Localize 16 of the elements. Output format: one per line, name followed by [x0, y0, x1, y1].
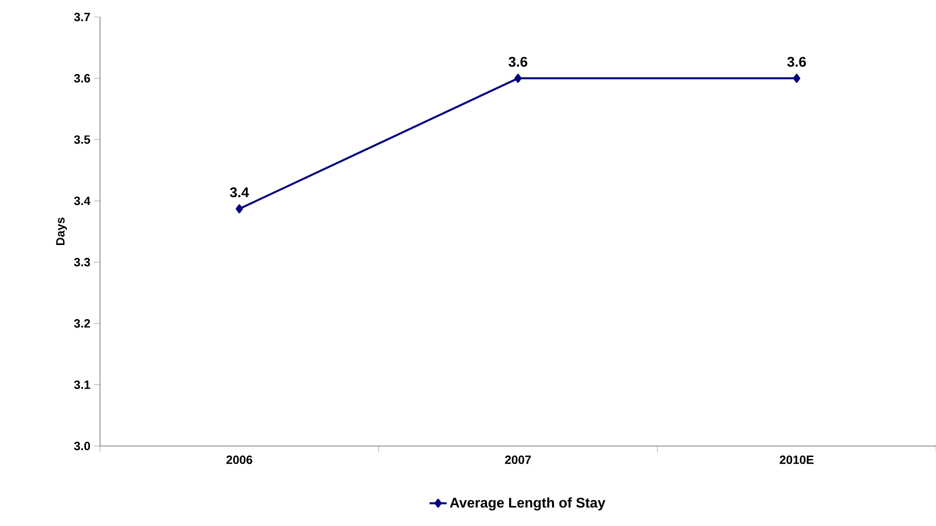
y-tick-label: 3.0	[74, 442, 90, 450]
y-tick-label: 3.6	[74, 74, 90, 83]
y-tick-label: 3.7	[74, 12, 90, 22]
legend-label: Average Length of Stay	[450, 497, 606, 510]
y-tick-label: 3.1	[74, 380, 90, 389]
x-tick-label: 2006	[226, 456, 252, 464]
y-tick-label: 3.3	[74, 258, 90, 266]
y-tick-label: 3.2	[74, 319, 90, 328]
x-tick-label: 2010E	[780, 456, 814, 464]
y-tick-label: 3.4	[74, 196, 90, 206]
y-tick-label: 3.5	[74, 135, 90, 144]
x-tick-label: 2007	[505, 456, 531, 464]
data-label: 3.6	[508, 56, 528, 67]
y-axis-title: Days	[56, 218, 67, 246]
data-label: 3.4	[230, 187, 249, 198]
data-label: 3.6	[787, 56, 806, 67]
